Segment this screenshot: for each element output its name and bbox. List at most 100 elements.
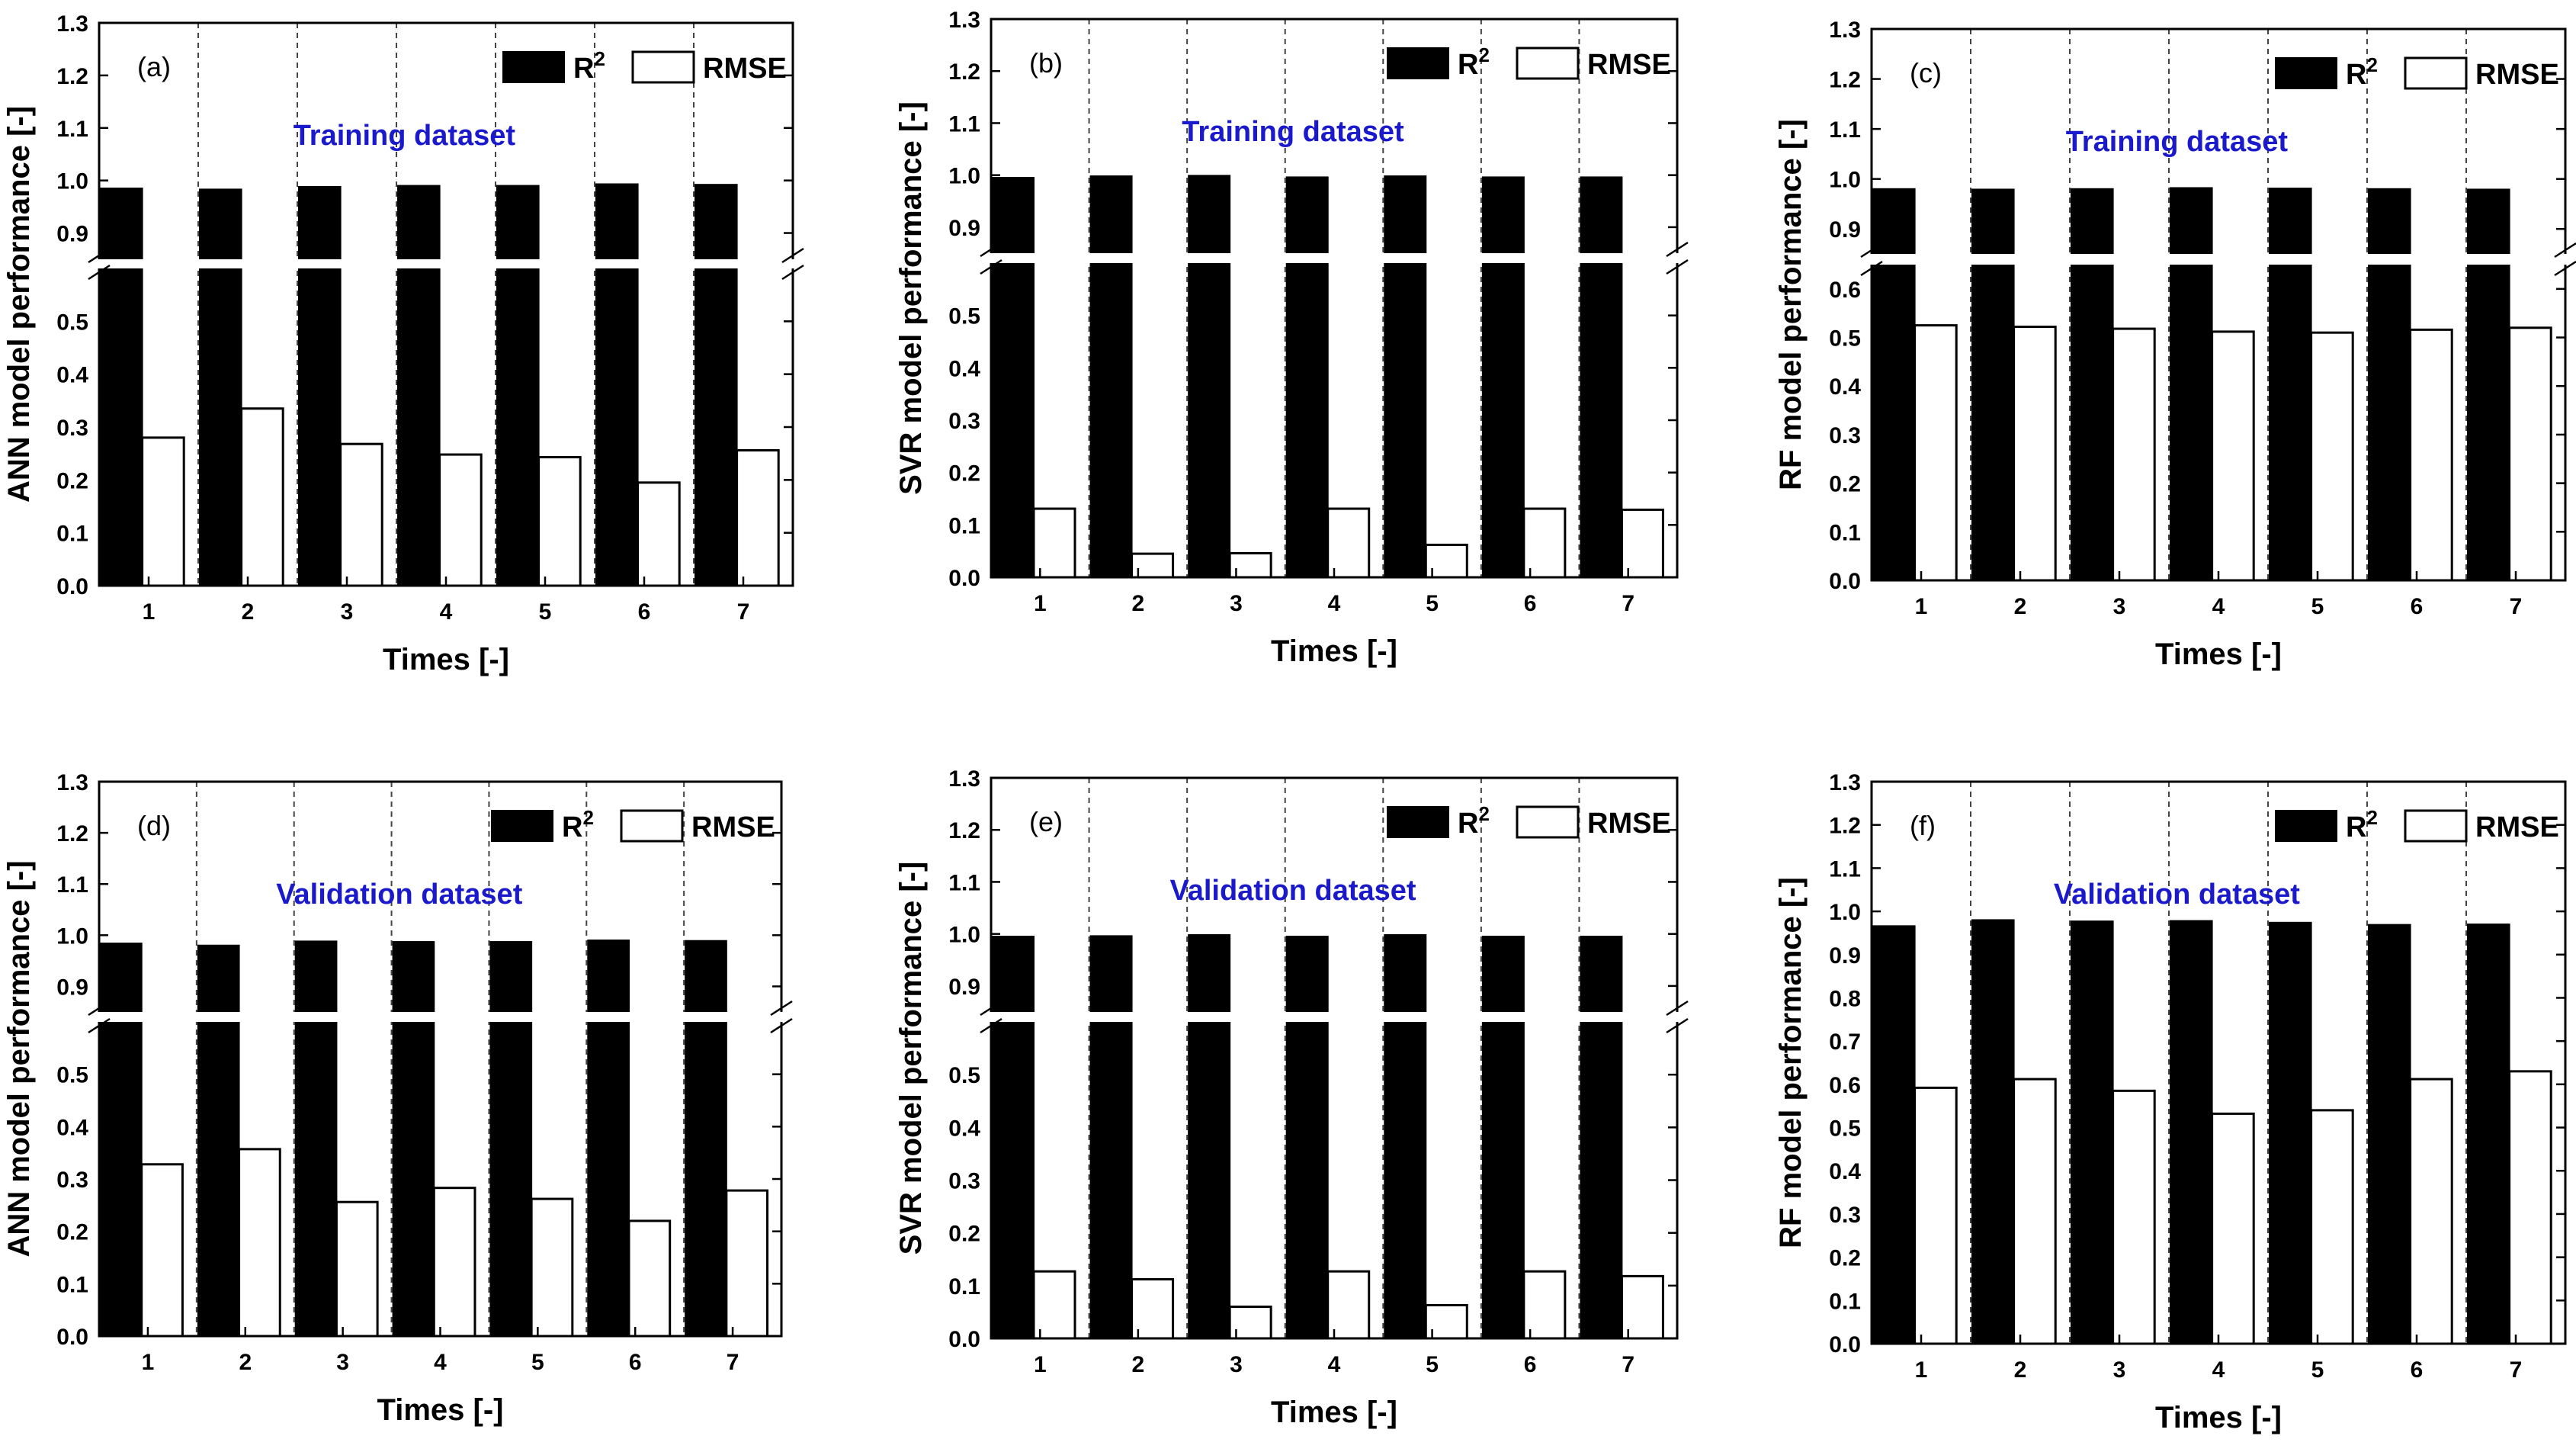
bar-r2 [1089, 175, 1133, 578]
y-tick-label: 0.6 [1829, 1073, 1861, 1098]
y-tick-label: 1.1 [56, 117, 88, 142]
bar-rmse [1326, 1270, 1371, 1340]
legend-r2-text: R [562, 811, 582, 843]
break-mark [2554, 242, 2576, 259]
bar-r2 [489, 941, 533, 1337]
bar-rmse [339, 442, 383, 587]
axis-break-gap [1869, 254, 2568, 265]
legend-r2-superscript: 2 [582, 806, 593, 829]
x-tick-label: 5 [531, 1350, 544, 1375]
bar-rmse [1326, 507, 1371, 579]
chart-panel-b: 0.0 0.1 0.2 0.3 0.4 0.5 0.9 1.0 1.1 1.2 1.3 1 2 3 4 5 6 7… [894, 8, 1689, 668]
bar-rmse [335, 1200, 379, 1338]
x-tick-label: 2 [1132, 591, 1145, 616]
break-mark [1666, 259, 1689, 275]
y-tick-label: 1.0 [948, 164, 980, 189]
x-tick-label: 3 [341, 599, 354, 625]
bar-r2 [992, 177, 1035, 579]
legend-label-r2: R2 [2346, 53, 2378, 91]
legend-swatch-rmse [620, 809, 684, 843]
x-tick-label: 3 [2113, 1357, 2126, 1383]
bar-rmse [2409, 328, 2453, 582]
bar-rmse [1522, 507, 1567, 579]
legend-swatch-r2 [2275, 57, 2337, 89]
bar-r2 [1580, 176, 1623, 578]
bar-rmse [238, 1148, 281, 1338]
break-mark [1666, 1000, 1689, 1017]
x-tick-label: 4 [2212, 594, 2225, 619]
y-tick-label: 0.3 [948, 1169, 980, 1194]
y-tick-label: 1.0 [56, 169, 88, 194]
dataset-annotation: Validation dataset [2054, 879, 2300, 911]
y-tick-label: 1.0 [56, 924, 88, 949]
x-tick-label: 1 [142, 1350, 155, 1375]
x-axis-label: Times [-] [2155, 638, 2282, 671]
break-mark [88, 1000, 111, 1017]
break-mark [770, 1017, 793, 1034]
y-tick-label: 0.3 [1829, 1203, 1861, 1228]
y-tick-label: 0.1 [948, 513, 980, 538]
x-tick-label: 2 [1132, 1352, 1145, 1377]
break-mark [980, 1017, 1002, 1034]
break-mark [980, 1000, 1002, 1017]
y-tick-label: 1.1 [56, 872, 88, 898]
bar-r2 [1971, 188, 2015, 581]
x-tick-label: 4 [440, 599, 453, 625]
bar-r2 [1971, 919, 2015, 1344]
dataset-annotation: Training dataset [1182, 116, 1404, 148]
y-tick-label: 1.2 [1829, 68, 1861, 93]
legend-r2-superscript: 2 [2366, 806, 2377, 829]
x-tick-label: 4 [2212, 1357, 2225, 1383]
legend-r2-superscript: 2 [1478, 43, 1489, 66]
x-tick-label: 3 [1230, 1352, 1243, 1377]
bar-r2 [695, 184, 738, 586]
bar-r2 [1384, 934, 1427, 1339]
y-tick-label: 0.4 [1829, 1159, 1861, 1184]
panel-label: (e) [1029, 806, 1063, 837]
chart-panel-a: 0.0 0.1 0.2 0.3 0.4 0.5 0.9 1.0 1.1 1.2 1.3 1 2 3 4 5 6 7… [2, 11, 804, 676]
bar-r2 [1285, 176, 1329, 578]
bar-rmse [240, 407, 284, 587]
bar-rmse [432, 1187, 476, 1338]
panel-label: (a) [137, 51, 171, 82]
y-tick-label: 0.0 [56, 574, 88, 599]
x-tick-label: 4 [1328, 1352, 1341, 1377]
x-axis-label: Times [-] [1271, 634, 1397, 668]
bar-r2 [1384, 175, 1427, 578]
y-tick-label: 0.1 [56, 522, 88, 547]
y-tick-label: 0.3 [56, 1168, 88, 1193]
y-tick-label: 1.1 [1829, 856, 1861, 882]
y-axis-label: RF model performance [-] [1774, 119, 1808, 490]
legend-r2-text: R [1458, 49, 1478, 81]
x-tick-label: 4 [1328, 591, 1341, 616]
y-tick-label: 1.1 [948, 870, 980, 895]
legend-label-r2: R2 [573, 47, 605, 85]
bar-r2 [2368, 188, 2411, 581]
bar-r2 [100, 943, 143, 1338]
y-tick-label: 1.2 [948, 818, 980, 843]
bar-r2 [1481, 936, 1525, 1339]
bar-rmse [725, 1189, 769, 1338]
legend-swatch-r2 [2275, 810, 2337, 842]
x-tick-label: 5 [1426, 1352, 1439, 1377]
y-tick-label: 0.4 [1829, 374, 1861, 400]
y-tick-label: 1.0 [1829, 900, 1861, 925]
x-tick-label: 3 [2113, 594, 2126, 619]
y-tick-label: 0.9 [56, 975, 88, 1000]
legend-label-r2: R2 [1458, 802, 1490, 840]
x-tick-label: 1 [1034, 1352, 1047, 1377]
bar-r2 [2071, 188, 2114, 581]
bar-rmse [637, 481, 681, 587]
x-tick-label: 6 [1524, 1352, 1537, 1377]
chart-panel-e: 0.0 0.1 0.2 0.3 0.4 0.5 0.9 1.0 1.1 1.2 1.3 1 2 3 4 5 6 7… [894, 766, 1689, 1429]
legend-r2-superscript: 2 [2366, 53, 2377, 76]
y-tick-label: 0.6 [1829, 278, 1861, 303]
legend-swatch-rmse [631, 50, 695, 84]
x-tick-label: 1 [1915, 1357, 1928, 1383]
legend-swatch-r2 [491, 810, 553, 842]
y-tick-label: 1.1 [948, 111, 980, 137]
bar-r2 [294, 940, 338, 1338]
y-tick-label: 0.9 [948, 975, 980, 1000]
panel-label: (d) [137, 810, 171, 841]
legend-label-rmse: RMSE [2475, 811, 2559, 843]
